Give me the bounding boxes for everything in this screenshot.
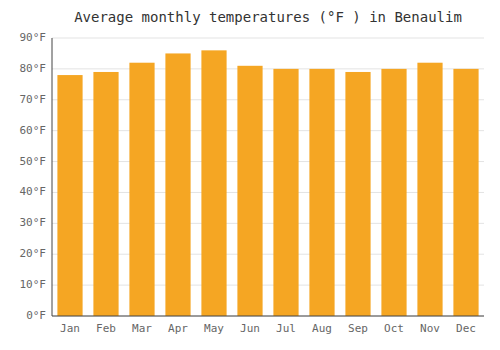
x-tick-label: May bbox=[204, 322, 224, 335]
y-tick-labels: 0°F 10°F 20°F 30°F 40°F 50°F 60°F 70°F 80°F 90°F bbox=[20, 31, 47, 322]
y-tick-label: 30°F bbox=[20, 216, 47, 229]
x-tick-label: Jul bbox=[276, 322, 296, 335]
bar bbox=[129, 63, 154, 316]
x-tick-label: Oct bbox=[384, 322, 404, 335]
y-tick-label: 60°F bbox=[20, 124, 47, 137]
y-tick-label: 0°F bbox=[26, 309, 46, 322]
y-tick-label: 50°F bbox=[20, 155, 47, 168]
x-tick-label: Nov bbox=[420, 322, 440, 335]
bar bbox=[57, 75, 82, 316]
y-tick-label: 80°F bbox=[20, 62, 47, 75]
x-tick-label: Dec bbox=[456, 322, 476, 335]
x-tick-label: Jan bbox=[60, 322, 80, 335]
bars bbox=[57, 50, 478, 316]
bar bbox=[345, 72, 370, 316]
grid-line bbox=[52, 316, 484, 317]
bar bbox=[273, 69, 298, 316]
x-tick-label: Feb bbox=[96, 322, 116, 335]
chart-svg: 0°F 10°F 20°F 30°F 40°F 50°F 60°F 70°F 80°F 90°F J… bbox=[0, 0, 500, 350]
bar bbox=[309, 69, 334, 316]
bar bbox=[381, 69, 406, 316]
bar bbox=[165, 53, 190, 316]
x-tick-label: Apr bbox=[168, 322, 188, 335]
x-axis-line bbox=[52, 316, 484, 317]
x-tick-label: Sep bbox=[348, 322, 368, 335]
y-tick-label: 70°F bbox=[20, 93, 47, 106]
bar bbox=[417, 63, 442, 316]
x-tick-labels: Jan Feb Mar Apr May Jun Jul Aug Sep Oct Nov Dec bbox=[60, 322, 476, 335]
y-axis-line bbox=[52, 38, 53, 316]
grid-line bbox=[52, 38, 484, 39]
x-tick-label: Mar bbox=[132, 322, 152, 335]
bar bbox=[201, 50, 226, 316]
bar bbox=[93, 72, 118, 316]
bar bbox=[453, 69, 478, 316]
x-tick-label: Jun bbox=[240, 322, 260, 335]
x-tick-label: Aug bbox=[312, 322, 332, 335]
y-tick-label: 40°F bbox=[20, 185, 47, 198]
y-grid bbox=[52, 38, 484, 316]
bar bbox=[237, 66, 262, 316]
y-tick-label: 20°F bbox=[20, 247, 47, 260]
y-tick-label: 90°F bbox=[20, 31, 47, 44]
chart-container: 0°F 10°F 20°F 30°F 40°F 50°F 60°F 70°F 80°F 90°F J… bbox=[0, 0, 500, 350]
y-tick-label: 10°F bbox=[20, 278, 47, 291]
chart-title: Average monthly temperatures (°F ) in Be… bbox=[74, 9, 462, 25]
